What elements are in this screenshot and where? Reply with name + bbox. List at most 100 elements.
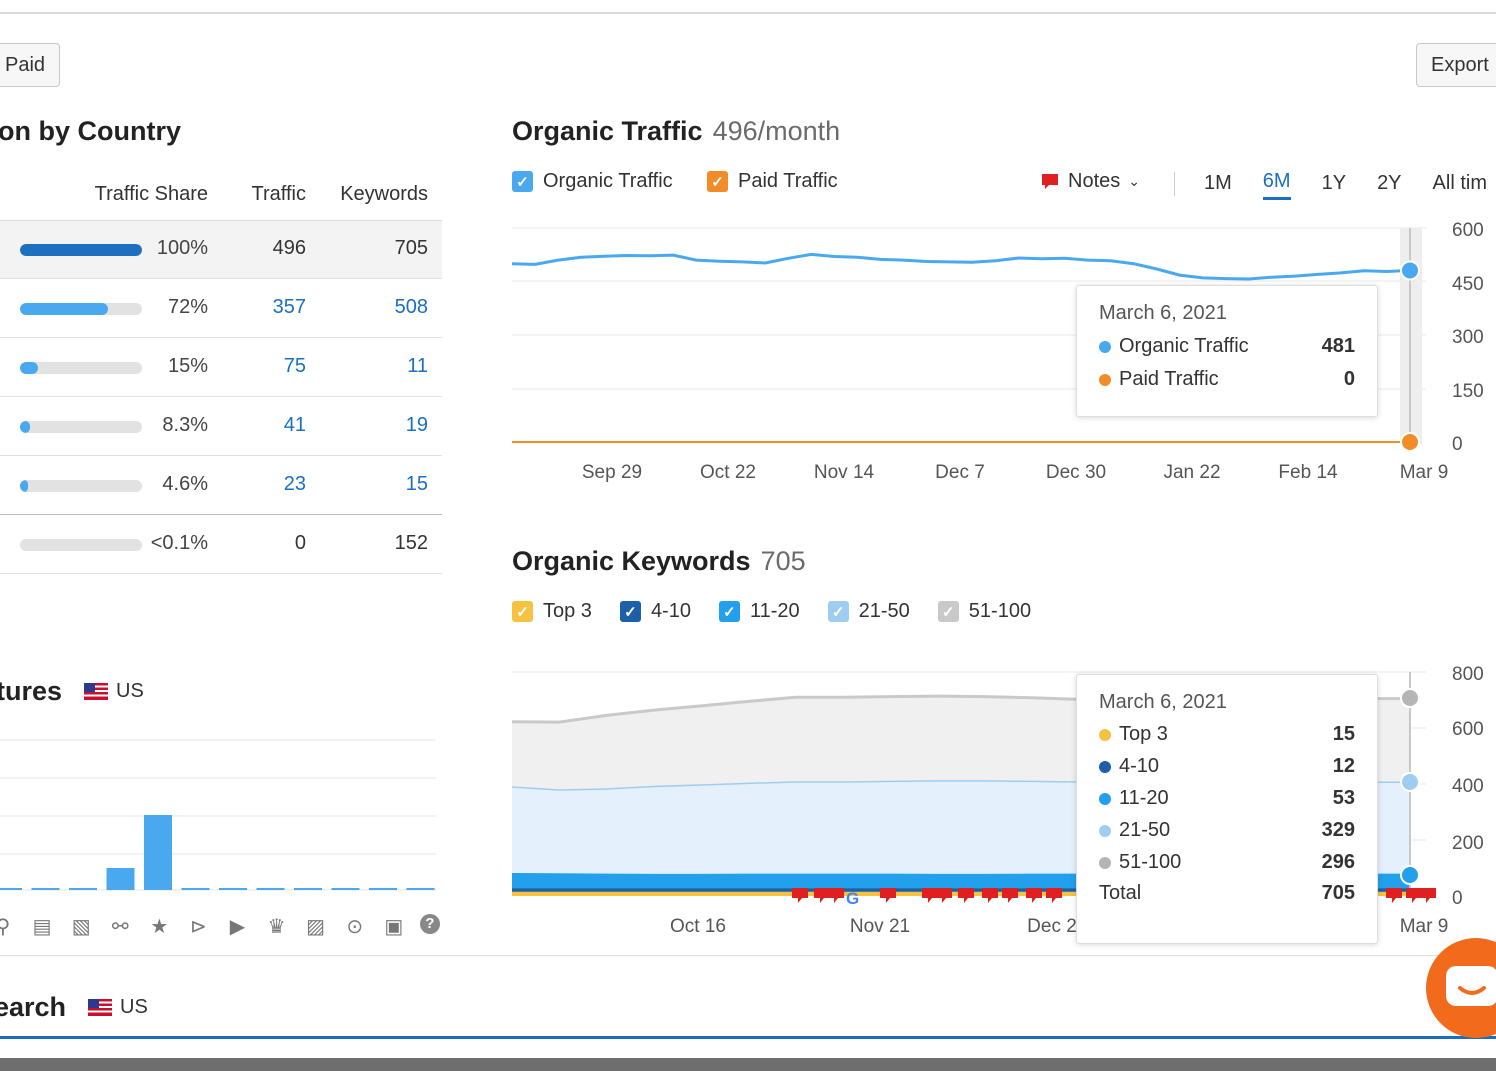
checkbox-icon[interactable]: ✓ — [512, 171, 533, 192]
keywords-header[interactable]: Keywords — [340, 183, 428, 205]
note-marker-icon[interactable] — [1026, 888, 1042, 903]
feature-bar[interactable] — [69, 888, 97, 890]
legend-label: Organic Traffic — [543, 170, 673, 192]
keyword-legend-51-100[interactable]: ✓ 51-100 — [937, 600, 1031, 623]
note-marker-icon[interactable] — [1420, 888, 1436, 903]
keyword-legend-11-20[interactable]: ✓ 11-20 — [718, 600, 800, 623]
note-marker-icon[interactable] — [1406, 888, 1422, 903]
hover-point — [1400, 260, 1420, 281]
feature-bar[interactable] — [294, 888, 322, 890]
feature-bar[interactable] — [219, 888, 247, 890]
checkbox-icon[interactable]: ✓ — [718, 601, 740, 622]
traffic-share-value: 100% — [156, 237, 208, 259]
traffic-value[interactable]: 357 — [272, 296, 306, 318]
table-row[interactable]: 15% 75 11 — [0, 339, 442, 397]
keywords-value[interactable]: 15 — [405, 473, 428, 495]
notes-dropdown[interactable]: Notes ⌄ — [1040, 170, 1140, 193]
table-row[interactable]: 8.3% 41 19 — [0, 398, 442, 456]
keyword-legend-4-10[interactable]: ✓ 4-10 — [619, 600, 691, 623]
traffic-header[interactable]: Traffic — [251, 183, 306, 205]
note-marker-icon[interactable] — [792, 888, 808, 903]
paid-traffic-legend[interactable]: ✓ Paid Traffic — [707, 170, 838, 193]
feature-bar[interactable] — [31, 888, 60, 890]
note-marker-icon[interactable] — [814, 888, 830, 903]
chat-icon — [1446, 966, 1496, 1006]
keyword-legend-21-50[interactable]: ✓ 21-50 — [827, 600, 910, 623]
doc-icon[interactable]: ▤ — [32, 916, 52, 938]
tooltip-row: 4-10 12 — [1099, 755, 1355, 778]
play-circle-icon[interactable]: ⊳ — [190, 916, 207, 938]
range-1m[interactable]: 1M — [1204, 171, 1232, 194]
star-icon[interactable]: ★ — [150, 916, 169, 938]
help-icon[interactable]: ? — [419, 914, 440, 934]
chat-launcher-button[interactable] — [1426, 938, 1496, 1038]
note-marker-icon[interactable] — [1002, 888, 1018, 903]
link-icon[interactable]: ⚯ — [111, 916, 129, 938]
note-marker-icon[interactable] — [958, 888, 974, 903]
keywords-value[interactable]: 19 — [405, 414, 428, 436]
feature-bar[interactable] — [331, 888, 360, 890]
keywords-value[interactable]: 508 — [394, 296, 428, 318]
checkbox-icon[interactable]: ✓ — [937, 601, 959, 622]
feature-bar[interactable] — [181, 888, 210, 890]
country-section-title: on by Country — [0, 116, 181, 146]
y-tick-label: 600 — [1452, 719, 1484, 740]
checkbox-icon[interactable]: ✓ — [512, 601, 533, 622]
top-divider — [0, 12, 1496, 14]
note-marker-icon[interactable] — [982, 888, 998, 903]
play-icon[interactable]: ⊙ — [346, 916, 364, 938]
traffic-value[interactable]: 41 — [283, 414, 306, 436]
search-country-label: US — [120, 996, 148, 1018]
traffic-value: 496 — [272, 237, 306, 259]
feature-bar[interactable] — [406, 888, 435, 890]
range-2y[interactable]: 2Y — [1377, 171, 1402, 194]
crown-icon[interactable]: ♛ — [267, 916, 286, 938]
checkbox-icon[interactable]: ✓ — [619, 601, 641, 622]
note-marker-icon[interactable] — [922, 888, 938, 903]
note-marker-icon[interactable] — [880, 888, 896, 903]
pin-icon[interactable]: ⚲ — [0, 916, 11, 938]
traffic-value[interactable]: 75 — [283, 355, 306, 377]
google-update-icon[interactable]: G — [846, 889, 859, 908]
keywords-legend: ✓ Top 3 ✓ 4-10 ✓ 11-20 ✓ 21-50 ✓ 51-100 — [512, 600, 1031, 623]
traffic-share-bar — [20, 303, 142, 315]
feature-bar[interactable] — [369, 888, 397, 890]
paid-button[interactable]: Paid — [0, 43, 61, 87]
keywords-value[interactable]: 11 — [407, 355, 428, 377]
range-1y[interactable]: 1Y — [1321, 171, 1347, 194]
note-marker-icon[interactable] — [1046, 888, 1062, 903]
features-country[interactable]: US — [84, 680, 144, 703]
keyword-legend-top-3[interactable]: ✓ Top 3 — [512, 600, 592, 623]
feature-bar[interactable] — [256, 888, 285, 890]
feature-bar[interactable] — [106, 868, 135, 890]
checkbox-icon[interactable]: ✓ — [707, 171, 728, 192]
range-6m[interactable]: 6M — [1262, 170, 1291, 200]
table-row[interactable]: 4.6% 23 15 — [0, 457, 442, 515]
tooltip-date: March 6, 2021 — [1099, 302, 1227, 324]
feature-bar[interactable] — [0, 888, 22, 890]
tooltip-label: 4-10 — [1119, 755, 1160, 777]
note-marker-icon[interactable] — [828, 888, 844, 903]
video-icon[interactable]: ▶ — [229, 916, 246, 938]
photo-icon[interactable]: ▨ — [306, 916, 326, 938]
x-tick-label: Sep 29 — [582, 462, 642, 483]
note-marker-icon[interactable] — [1386, 888, 1402, 903]
traffic-share-header[interactable]: Traffic Share — [94, 183, 208, 205]
table-row[interactable]: 72% 357 508 — [0, 280, 442, 338]
organic-traffic-legend-1[interactable]: ✓ Organic Traffic — [512, 170, 673, 193]
export-button[interactable]: Export — [1416, 43, 1496, 87]
legend-label: 11-20 — [749, 600, 800, 622]
search-country[interactable]: US — [88, 996, 148, 1019]
question-box-icon[interactable]: ▣ — [384, 916, 404, 938]
tooltip-value: 481 — [1321, 335, 1355, 357]
traffic-value[interactable]: 23 — [283, 473, 306, 495]
note-marker-icon[interactable] — [936, 888, 952, 903]
y-tick-label: 0 — [1452, 888, 1463, 909]
legend-dot-icon — [1099, 824, 1111, 837]
feature-bar[interactable] — [144, 815, 172, 890]
image-icon[interactable]: ▧ — [71, 916, 91, 938]
table-row[interactable]: <0.1% 0 152 — [0, 516, 442, 574]
table-row[interactable]: 100% 496 705 — [0, 221, 442, 279]
range-all-tim[interactable]: All tim — [1432, 171, 1487, 194]
checkbox-icon[interactable]: ✓ — [827, 601, 849, 622]
